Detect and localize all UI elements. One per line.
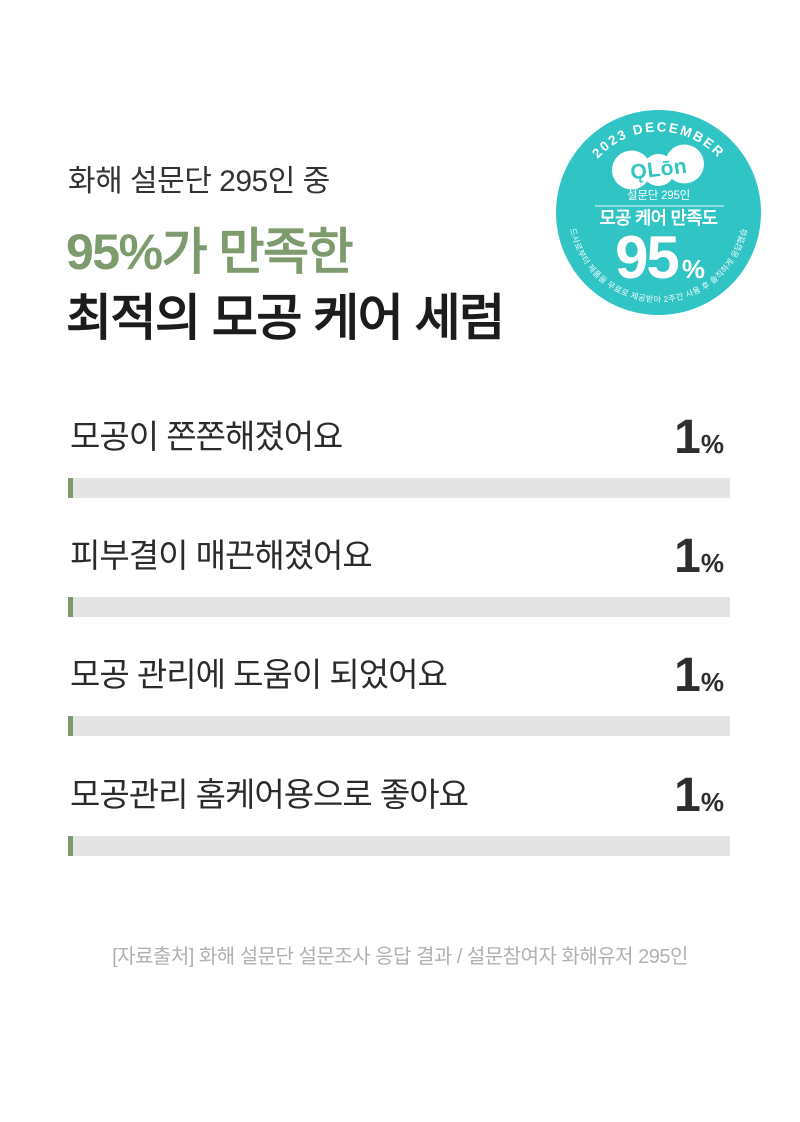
survey-row-label: 모공 관리에 도움이 되었어요 bbox=[70, 656, 448, 693]
satisfaction-badge: 2023 DECEMBER ǪLōn 설문단 295인 모공 케어 만족도 95… bbox=[556, 110, 761, 315]
survey-row: 모공 관리에 도움이 되었어요 1% bbox=[68, 652, 730, 740]
survey-row-unit: % bbox=[700, 548, 724, 578]
badge-circle bbox=[556, 110, 761, 315]
title-main: 최적의 모공 케어 세럼 bbox=[66, 290, 505, 346]
survey-row-value: 1% bbox=[674, 533, 724, 581]
badge-panel-text: 설문단 295인 bbox=[627, 189, 690, 202]
brand-logo: ǪLōn bbox=[612, 144, 704, 190]
survey-row-value: 1% bbox=[674, 414, 724, 462]
title-highlight: 95%가 만족한 bbox=[66, 224, 353, 280]
survey-row-number: 1 bbox=[674, 411, 701, 464]
survey-row-unit: % bbox=[700, 667, 724, 697]
survey-row-label: 모공이 쫀쫀해졌어요 bbox=[70, 418, 343, 455]
survey-row: 모공관리 홈케어용으로 좋아요 1% bbox=[68, 772, 730, 860]
badge-metric-unit: % bbox=[682, 254, 705, 284]
survey-row-number: 1 bbox=[674, 769, 701, 822]
survey-bar-fill bbox=[68, 597, 74, 617]
survey-bar-track bbox=[68, 597, 730, 617]
survey-bar-fill bbox=[68, 716, 74, 736]
survey-row-value: 1% bbox=[674, 652, 724, 700]
survey-row: 모공이 쫀쫀해졌어요 1% bbox=[68, 414, 730, 502]
survey-row-label: 피부결이 매끈해졌어요 bbox=[70, 537, 373, 574]
survey-row-unit: % bbox=[700, 429, 724, 459]
survey-bar-track bbox=[68, 836, 730, 856]
badge-metric-label: 모공 케어 만족도 bbox=[600, 208, 718, 228]
survey-row-label: 모공관리 홈케어용으로 좋아요 bbox=[70, 776, 469, 813]
survey-row-number: 1 bbox=[674, 649, 701, 702]
survey-bar-track bbox=[68, 716, 730, 736]
badge-metric-number: 95 bbox=[615, 224, 678, 291]
logo-blob-right bbox=[665, 144, 704, 184]
logo-blob-left bbox=[612, 150, 651, 190]
source-note: [자료출처] 화해 설문단 설문조사 응답 결과 / 설문참여자 화해유저 29… bbox=[112, 946, 688, 968]
survey-row-unit: % bbox=[700, 787, 724, 817]
survey-bar-fill bbox=[68, 836, 74, 856]
survey-bar-fill bbox=[68, 478, 74, 498]
survey-row-number: 1 bbox=[674, 530, 701, 583]
survey-bar-track bbox=[68, 478, 730, 498]
survey-subtitle: 화해 설문단 295인 중 bbox=[68, 165, 330, 198]
survey-row: 피부결이 매끈해졌어요 1% bbox=[68, 533, 730, 621]
badge-metric-value: 95% bbox=[615, 224, 705, 291]
survey-row-value: 1% bbox=[674, 772, 724, 820]
